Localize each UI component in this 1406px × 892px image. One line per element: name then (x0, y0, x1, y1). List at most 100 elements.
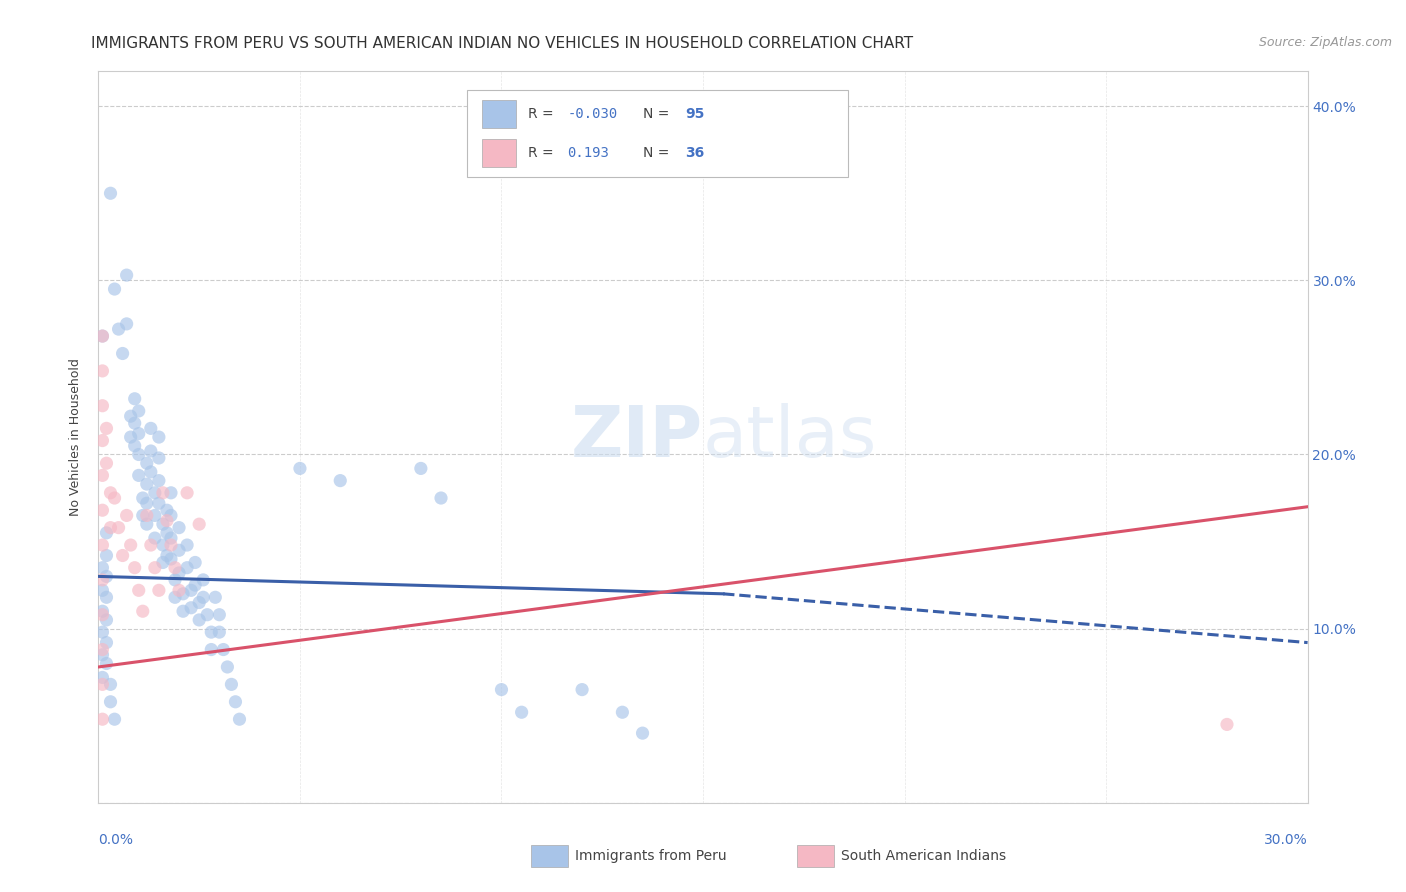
Point (184, 556, 207, 570)
FancyBboxPatch shape (482, 139, 516, 167)
Point (188, 517, 211, 532)
Text: atlas: atlas (703, 402, 877, 472)
Point (91, 604, 114, 618)
Point (221, 677, 243, 691)
Point (188, 613, 211, 627)
Point (96, 569, 118, 583)
Point (160, 508, 183, 523)
Point (100, 485, 122, 500)
Point (132, 508, 155, 523)
Point (148, 430, 170, 444)
Point (100, 677, 122, 691)
Text: N =: N = (643, 146, 673, 160)
Point (135, 477, 157, 491)
Point (200, 642, 222, 657)
Point (409, 461, 432, 475)
Point (193, 573, 215, 587)
Point (143, 560, 166, 574)
Point (188, 595, 211, 609)
Text: 36: 36 (685, 146, 704, 160)
Point (107, 521, 129, 535)
Point (91, 329, 114, 343)
Point (152, 538, 174, 552)
Text: R =: R = (527, 107, 558, 121)
Point (148, 474, 170, 488)
Point (143, 485, 166, 500)
Point (156, 503, 179, 517)
Point (91, 329, 114, 343)
Point (132, 604, 155, 618)
Point (163, 560, 186, 574)
Point (212, 642, 235, 657)
Point (139, 444, 162, 458)
Point (115, 508, 138, 523)
Point (329, 474, 352, 488)
Point (172, 604, 194, 618)
Point (139, 421, 162, 435)
Point (631, 726, 654, 740)
Point (91, 583, 114, 598)
Point (96, 591, 118, 605)
Point (96, 456, 118, 470)
Point (91, 677, 114, 691)
Text: R =: R = (527, 146, 558, 160)
Point (91, 399, 114, 413)
Point (204, 591, 226, 605)
Text: 95: 95 (685, 107, 704, 121)
Point (124, 560, 146, 574)
Text: -0.030: -0.030 (568, 107, 617, 121)
Text: 30.0%: 30.0% (1264, 833, 1308, 847)
Point (167, 583, 190, 598)
Point (176, 538, 198, 552)
Point (91, 364, 114, 378)
Point (115, 317, 138, 331)
Point (128, 583, 150, 598)
Point (148, 450, 170, 465)
Point (128, 468, 150, 483)
Text: 0.193: 0.193 (568, 146, 609, 160)
Point (91, 573, 114, 587)
Point (156, 525, 179, 540)
Point (148, 496, 170, 510)
Point (172, 587, 194, 601)
Point (195, 607, 218, 622)
Point (139, 465, 162, 479)
Point (167, 566, 190, 580)
Point (111, 549, 134, 563)
Point (115, 268, 138, 282)
Point (184, 578, 207, 592)
Point (135, 517, 157, 532)
Point (100, 695, 122, 709)
Point (103, 712, 125, 726)
Point (160, 538, 183, 552)
Point (156, 549, 179, 563)
Point (103, 282, 125, 296)
Point (100, 186, 122, 201)
Point (1216, 717, 1239, 731)
Point (135, 456, 157, 470)
Point (124, 416, 146, 430)
Point (91, 434, 114, 448)
Point (160, 485, 183, 500)
Point (160, 552, 183, 566)
Point (208, 607, 231, 622)
Point (91, 648, 114, 662)
Point (96, 525, 118, 540)
Text: N =: N = (643, 107, 673, 121)
Point (224, 695, 246, 709)
Text: South American Indians: South American Indians (841, 849, 1005, 863)
FancyBboxPatch shape (797, 846, 834, 867)
Text: IMMIGRANTS FROM PERU VS SOUTH AMERICAN INDIAN NO VEHICLES IN HOUSEHOLD CORRELATI: IMMIGRANTS FROM PERU VS SOUTH AMERICAN I… (91, 36, 914, 51)
Point (217, 660, 239, 674)
Point (120, 409, 142, 424)
Point (100, 521, 122, 535)
Point (160, 531, 183, 545)
Point (152, 517, 174, 532)
Point (288, 461, 311, 475)
FancyBboxPatch shape (482, 100, 516, 128)
Point (96, 421, 118, 435)
Point (163, 591, 186, 605)
Point (96, 657, 118, 671)
Point (200, 625, 222, 640)
Point (91, 607, 114, 622)
